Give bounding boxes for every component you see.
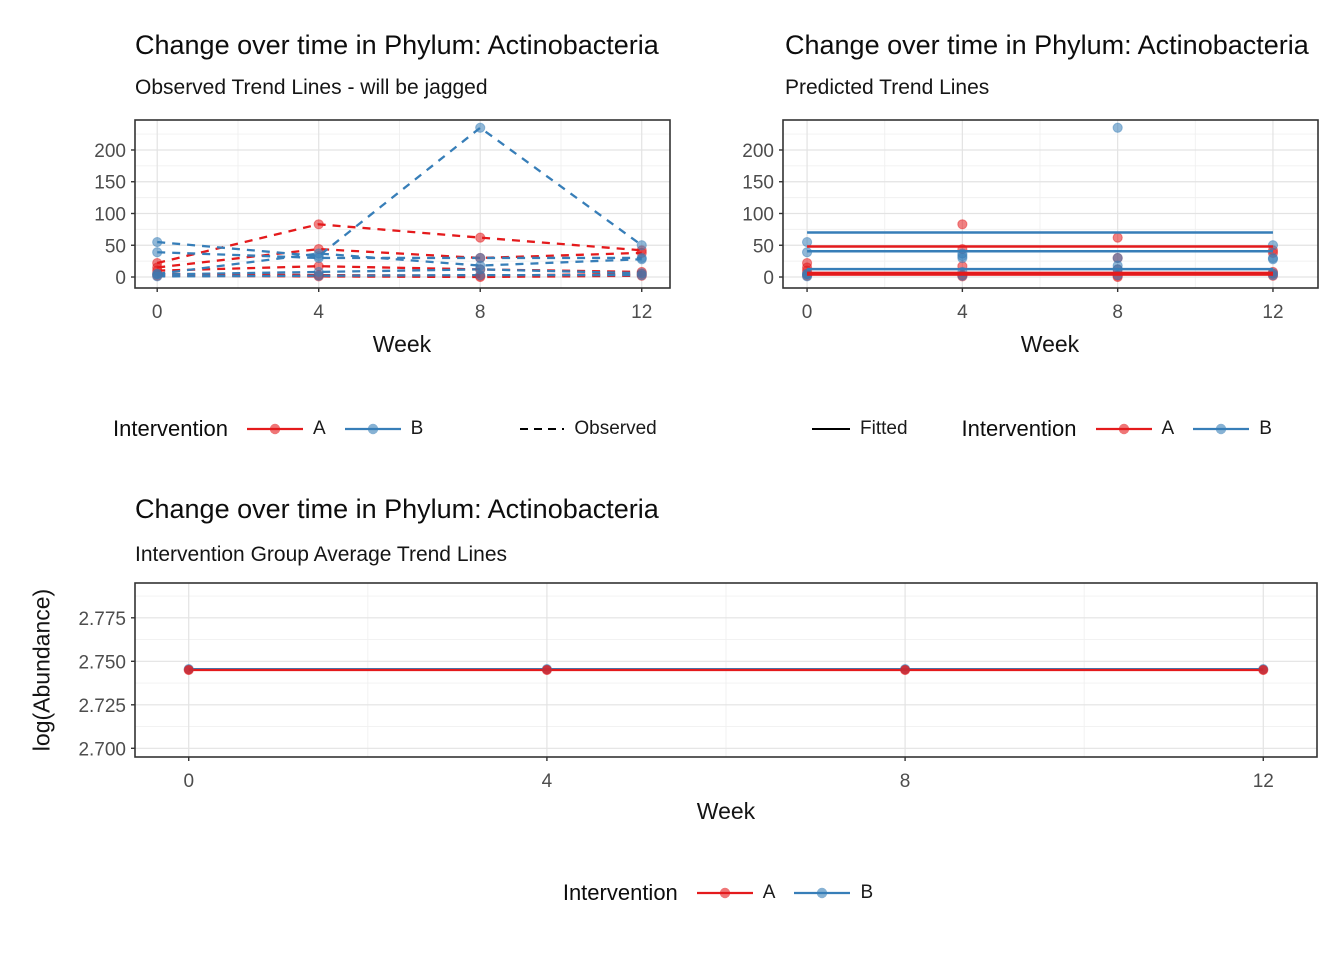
- svg-text:0: 0: [763, 268, 774, 289]
- svg-text:100: 100: [742, 204, 774, 225]
- legend-label-fitted: Fitted: [860, 418, 908, 439]
- svg-text:4: 4: [542, 771, 553, 792]
- svg-text:0: 0: [802, 302, 813, 323]
- svg-text:8: 8: [1112, 302, 1123, 323]
- svg-text:50: 50: [753, 236, 774, 257]
- legend-label-b: B: [860, 882, 874, 903]
- legend-key-a: A: [246, 417, 326, 441]
- x-axis-label: Week: [696, 798, 756, 824]
- average-plot: 0 4 8 12 2.700 2.725 2.750 2.775: [78, 582, 1318, 792]
- chart-subtitle: Observed Trend Lines - will be jagged: [135, 76, 488, 99]
- legend-label-b: B: [1259, 418, 1272, 439]
- legend-label-a: A: [1161, 418, 1175, 439]
- blue-line-point-icon: [794, 887, 851, 899]
- red-line-point-icon: [1095, 423, 1152, 435]
- legend-predicted: Fitted Intervention A B: [811, 412, 1272, 446]
- legend-spacer: [441, 429, 501, 430]
- svg-text:8: 8: [900, 771, 911, 792]
- figure-group-average-trend: Change over time in Phylum: Actinobacter…: [0, 470, 1344, 960]
- predicted-plot: 0 4 8 12 0 50 100 150 200: [742, 119, 1319, 323]
- chart-subtitle: Intervention Group Average Trend Lines: [135, 543, 508, 566]
- red-line-point-icon: [696, 887, 753, 899]
- svg-text:12: 12: [631, 302, 652, 323]
- svg-text:100: 100: [94, 204, 126, 225]
- legend-key-fitted: Fitted: [811, 417, 908, 441]
- x-axis-label: Week: [372, 331, 432, 357]
- chart-title: Change over time in Phylum: Actinobacter…: [135, 494, 659, 524]
- blue-line-point-icon: [1193, 423, 1250, 435]
- chart-title: Change over time in Phylum: Actinobacter…: [785, 30, 1309, 60]
- x-axis-label: Week: [1020, 331, 1080, 357]
- observed-plot: 0 4 8 12 0 50 100 150 200: [94, 119, 671, 323]
- svg-text:2.750: 2.750: [78, 652, 126, 673]
- svg-text:12: 12: [1262, 302, 1283, 323]
- svg-text:2.700: 2.700: [78, 739, 126, 760]
- svg-text:4: 4: [313, 302, 324, 323]
- legend-title: Intervention: [961, 416, 1077, 441]
- solid-line-icon: [812, 428, 850, 430]
- svg-text:0: 0: [115, 268, 126, 289]
- legend-title: Intervention: [562, 880, 678, 905]
- legend-key-observed: Observed: [519, 417, 657, 441]
- legend-key-b: B: [1192, 417, 1272, 441]
- svg-text:12: 12: [1253, 771, 1274, 792]
- legend-label-b: B: [410, 418, 424, 439]
- legend-label-a: A: [312, 418, 326, 439]
- svg-text:0: 0: [152, 302, 163, 323]
- figure-predicted-trend: Change over time in Phylum: Actinobacter…: [672, 0, 1344, 470]
- legend-key-a: A: [1095, 417, 1175, 441]
- svg-text:2.775: 2.775: [78, 609, 126, 630]
- svg-text:200: 200: [94, 141, 126, 162]
- legend-label-a: A: [762, 882, 776, 903]
- legend-average: Intervention A B: [92, 876, 1344, 910]
- figure-observed-trend: Change over time in Phylum: Actinobacter…: [0, 0, 672, 470]
- svg-text:8: 8: [475, 302, 486, 323]
- dashed-line-icon: [520, 428, 565, 430]
- legend-observed: Intervention A B Observed: [113, 412, 657, 446]
- red-line-point-icon: [246, 423, 303, 435]
- svg-text:150: 150: [742, 173, 774, 194]
- chart-title: Change over time in Phylum: Actinobacter…: [135, 30, 659, 60]
- svg-text:4: 4: [957, 302, 968, 323]
- blue-line-point-icon: [344, 423, 401, 435]
- legend-key-b: B: [344, 417, 424, 441]
- svg-text:200: 200: [742, 141, 774, 162]
- legend-key-a: A: [696, 881, 776, 905]
- svg-text:50: 50: [105, 236, 126, 257]
- legend-label-observed: Observed: [574, 418, 657, 439]
- svg-text:0: 0: [183, 771, 194, 792]
- svg-text:150: 150: [94, 173, 126, 194]
- chart-subtitle: Predicted Trend Lines: [785, 76, 990, 99]
- legend-key-b: B: [793, 881, 873, 905]
- legend-title: Intervention: [113, 416, 228, 441]
- svg-text:2.725: 2.725: [78, 696, 126, 717]
